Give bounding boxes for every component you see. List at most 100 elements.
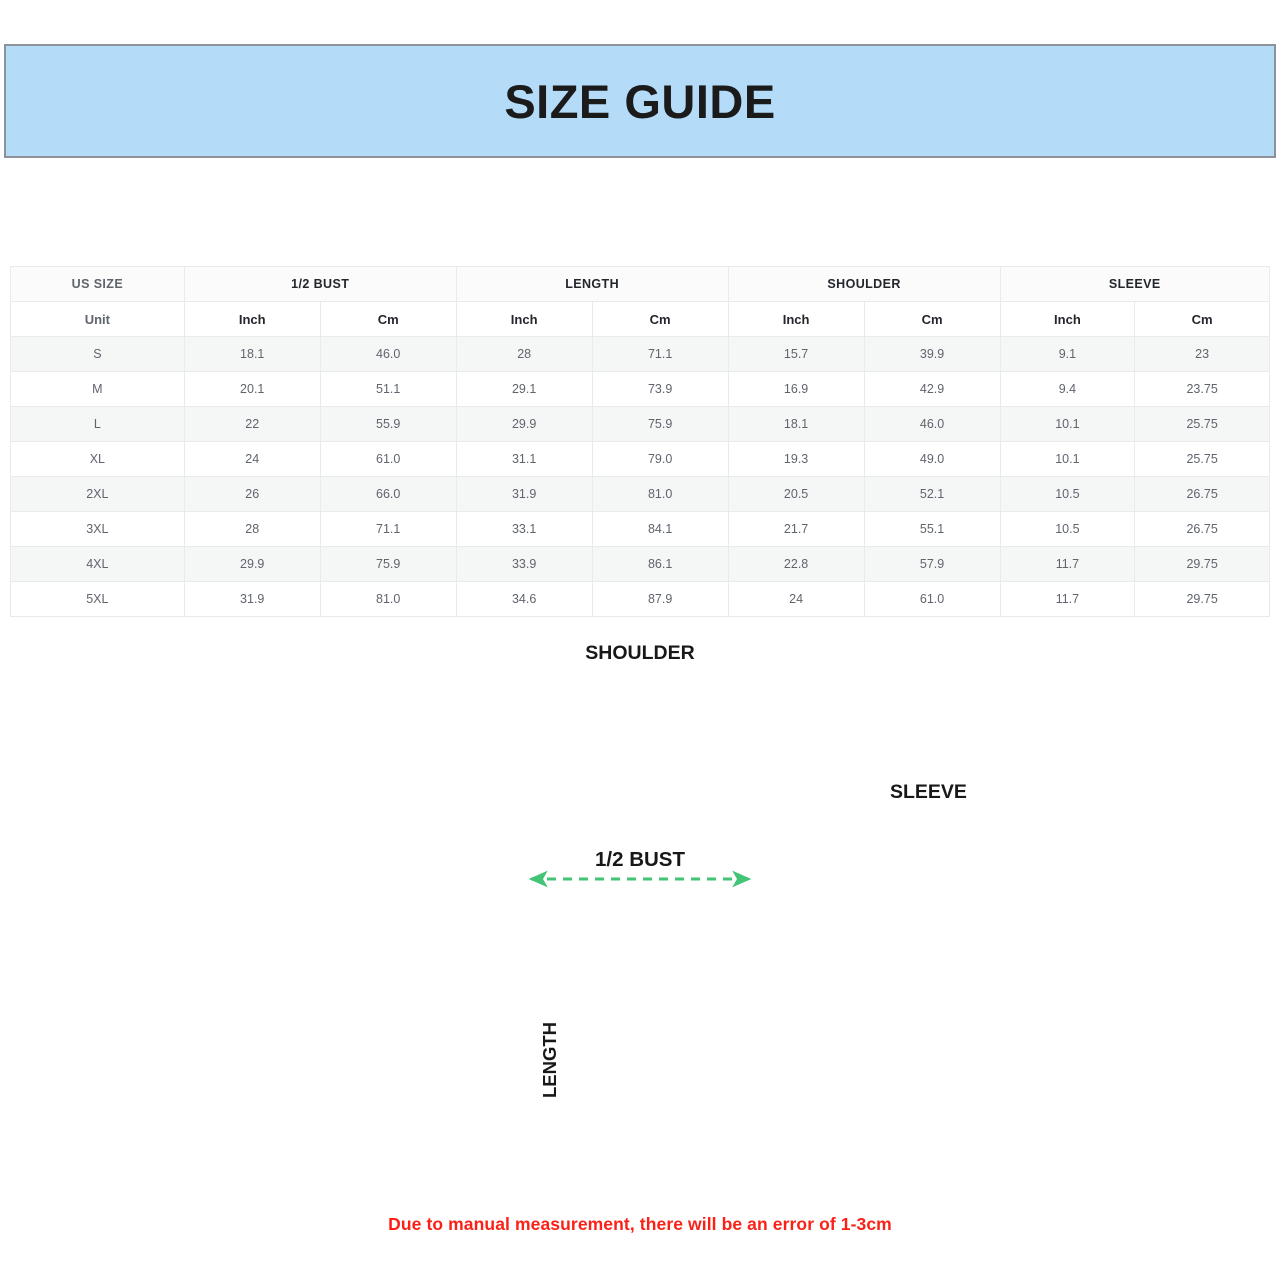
cell-sleeve-cm: 23.75 <box>1134 371 1270 407</box>
table-row: 4XL 29.9 75.9 33.9 86.1 22.8 57.9 11.7 29.75 <box>10 546 1270 582</box>
cell-sleeve-in: 9.4 <box>999 371 1136 407</box>
cell-sleeve-in: 10.1 <box>999 406 1136 442</box>
unit-label-sleeve-cm: Cm <box>1134 301 1270 337</box>
cell-length-in: 33.9 <box>455 546 593 582</box>
cell-length-in: 33.1 <box>455 511 593 547</box>
cell-sleeve-cm: 26.75 <box>1134 511 1270 547</box>
cell-length-in: 31.1 <box>455 441 593 477</box>
cell-shoulder-cm: 39.9 <box>863 336 1001 372</box>
cell-bust-in: 28 <box>183 511 321 547</box>
cell-bust-cm: 61.0 <box>319 441 457 477</box>
size-chart-table: US SIZE 1/2 BUST LENGTH SHOULDER SLEEVE … <box>10 266 1271 617</box>
length-label: LENGTH <box>539 1022 560 1098</box>
cell-length-cm: 81.0 <box>591 476 729 512</box>
cell-bust-cm: 75.9 <box>319 546 457 582</box>
table-row: 3XL 28 71.1 33.1 84.1 21.7 55.1 10.5 26.75 <box>10 511 1270 547</box>
cell-bust-in: 22 <box>183 406 321 442</box>
cell-sleeve-in: 10.5 <box>999 476 1136 512</box>
table-row: 5XL 31.9 81.0 34.6 87.9 24 61.0 11.7 29.75 <box>10 581 1270 617</box>
cell-shoulder-cm: 42.9 <box>863 371 1001 407</box>
cell-size: XL <box>10 441 185 477</box>
cell-shoulder-cm: 52.1 <box>863 476 1001 512</box>
unit-label-length-inch: Inch <box>455 301 593 337</box>
cell-length-in: 29.1 <box>455 371 593 407</box>
cell-length-cm: 87.9 <box>591 581 729 617</box>
cell-shoulder-cm: 57.9 <box>863 546 1001 582</box>
cell-bust-in: 29.9 <box>183 546 321 582</box>
cell-sleeve-in: 11.7 <box>999 546 1136 582</box>
half-bust-label: 1/2 BUST <box>595 848 685 871</box>
unit-label-length-cm: Cm <box>591 301 729 337</box>
cell-bust-cm: 66.0 <box>319 476 457 512</box>
cell-size: 4XL <box>10 546 185 582</box>
polo-shirt-diagram: SHOULDER SLEEVE 1/2 BUST LENGTH <box>0 628 1280 1208</box>
table-row: M 20.1 51.1 29.1 73.9 16.9 42.9 9.4 23.75 <box>10 371 1270 407</box>
cell-length-cm: 73.9 <box>591 371 729 407</box>
cell-length-cm: 84.1 <box>591 511 729 547</box>
cell-size: S <box>10 336 185 372</box>
cell-sleeve-cm: 25.75 <box>1134 441 1270 477</box>
cell-shoulder-in: 15.7 <box>727 336 865 372</box>
cell-shoulder-cm: 61.0 <box>863 581 1001 617</box>
cell-length-cm: 71.1 <box>591 336 729 372</box>
cell-shoulder-in: 20.5 <box>727 476 865 512</box>
cell-bust-in: 31.9 <box>183 581 321 617</box>
col-header-us-size: US SIZE <box>10 266 185 302</box>
cell-sleeve-cm: 26.75 <box>1134 476 1270 512</box>
cell-shoulder-in: 16.9 <box>727 371 865 407</box>
cell-length-in: 28 <box>455 336 593 372</box>
cell-bust-in: 26 <box>183 476 321 512</box>
cell-bust-in: 20.1 <box>183 371 321 407</box>
cell-shoulder-in: 18.1 <box>727 406 865 442</box>
cell-shoulder-in: 19.3 <box>727 441 865 477</box>
cell-shoulder-cm: 46.0 <box>863 406 1001 442</box>
cell-length-in: 29.9 <box>455 406 593 442</box>
size-table-wrapper: US SIZE 1/2 BUST LENGTH SHOULDER SLEEVE … <box>10 266 1271 617</box>
shoulder-label: SHOULDER <box>585 642 694 664</box>
cell-size: 3XL <box>10 511 185 547</box>
table-row: XL 24 61.0 31.1 79.0 19.3 49.0 10.1 25.75 <box>10 441 1270 477</box>
unit-label-shoulder-inch: Inch <box>727 301 865 337</box>
col-header-shoulder: SHOULDER <box>727 266 1001 302</box>
cell-bust-cm: 51.1 <box>319 371 457 407</box>
unit-label-sleeve-inch: Inch <box>999 301 1136 337</box>
cell-length-cm: 79.0 <box>591 441 729 477</box>
cell-sleeve-cm: 23 <box>1134 336 1270 372</box>
page-title: SIZE GUIDE <box>504 74 776 128</box>
cell-shoulder-in: 22.8 <box>727 546 865 582</box>
unit-label-bust-inch: Inch <box>183 301 321 337</box>
cell-size: 5XL <box>10 581 185 617</box>
table-row: L 22 55.9 29.9 75.9 18.1 46.0 10.1 25.75 <box>10 406 1270 442</box>
cell-length-in: 31.9 <box>455 476 593 512</box>
cell-sleeve-in: 10.5 <box>999 511 1136 547</box>
cell-length-cm: 86.1 <box>591 546 729 582</box>
cell-size: L <box>10 406 185 442</box>
unit-label-bust-cm: Cm <box>319 301 457 337</box>
cell-bust-cm: 71.1 <box>319 511 457 547</box>
cell-shoulder-cm: 49.0 <box>863 441 1001 477</box>
table-group-header-row: US SIZE 1/2 BUST LENGTH SHOULDER SLEEVE <box>10 266 1271 302</box>
col-header-length: LENGTH <box>455 266 729 302</box>
cell-shoulder-in: 21.7 <box>727 511 865 547</box>
col-header-half-bust: 1/2 BUST <box>183 266 457 302</box>
cell-bust-in: 18.1 <box>183 336 321 372</box>
cell-size: M <box>10 371 185 407</box>
size-table-body: S 18.1 46.0 28 71.1 15.7 39.9 9.1 23 M 20.1 51.1 29.… <box>10 336 1270 617</box>
cell-sleeve-cm: 29.75 <box>1134 581 1270 617</box>
cell-sleeve-cm: 29.75 <box>1134 546 1270 582</box>
cell-bust-cm: 81.0 <box>319 581 457 617</box>
measurement-disclaimer: Due to manual measurement, there will be… <box>388 1214 892 1234</box>
cell-sleeve-in: 10.1 <box>999 441 1136 477</box>
cell-size: 2XL <box>10 476 185 512</box>
cell-bust-cm: 46.0 <box>319 336 457 372</box>
cell-length-cm: 75.9 <box>591 406 729 442</box>
cell-bust-in: 24 <box>183 441 321 477</box>
cell-bust-cm: 55.9 <box>319 406 457 442</box>
table-unit-header-row: Unit Inch Cm Inch Cm Inch Cm Inch Cm <box>10 301 1270 337</box>
cell-shoulder-in: 24 <box>727 581 865 617</box>
unit-label-shoulder-cm: Cm <box>863 301 1001 337</box>
table-row: 2XL 26 66.0 31.9 81.0 20.5 52.1 10.5 26.75 <box>10 476 1270 512</box>
cell-sleeve-in: 9.1 <box>999 336 1136 372</box>
sleeve-label: SLEEVE <box>890 781 967 803</box>
unit-label: Unit <box>10 301 185 337</box>
